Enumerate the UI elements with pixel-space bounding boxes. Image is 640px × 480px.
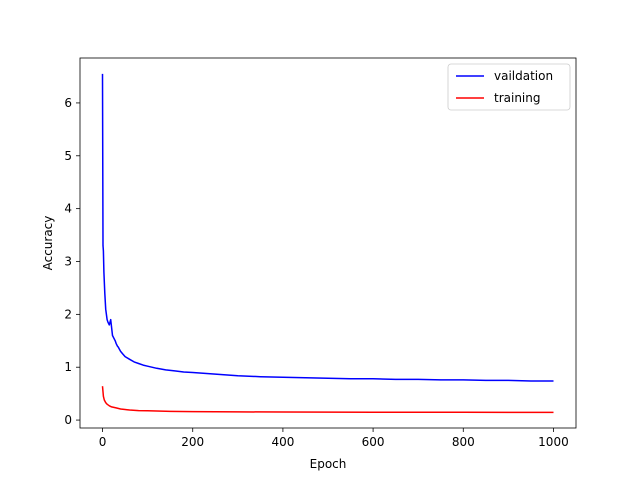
legend: vaildation training xyxy=(447,63,571,111)
series-line-training xyxy=(101,386,554,414)
x-axis-label: Epoch xyxy=(310,457,347,471)
y-axis-label: Accuracy xyxy=(41,216,55,271)
y-tick-label: 4 xyxy=(64,202,72,216)
x-axis-ticks: 0 200 400 600 800 1000 xyxy=(99,428,569,449)
y-tick-label: 2 xyxy=(64,307,72,321)
y-tick-label: 5 xyxy=(64,149,72,163)
y-tick-label: 6 xyxy=(64,96,72,110)
x-tick-label: 1000 xyxy=(538,435,569,449)
y-tick-label: 1 xyxy=(64,360,72,374)
x-tick-label: 600 xyxy=(362,435,385,449)
series-line-vaildation xyxy=(101,73,554,382)
plot-frame xyxy=(79,57,577,429)
x-tick-label: 400 xyxy=(271,435,294,449)
x-tick-label: 800 xyxy=(452,435,475,449)
plot-lines xyxy=(101,73,554,414)
y-tick-label: 0 xyxy=(64,413,72,427)
x-tick-label: 200 xyxy=(181,435,204,449)
x-tick-label: 0 xyxy=(99,435,107,449)
legend-label-training: training xyxy=(494,91,541,105)
y-axis-ticks: 0 1 2 3 4 5 6 xyxy=(64,96,80,427)
y-tick-label: 3 xyxy=(64,255,72,269)
legend-label-vaildation: vaildation xyxy=(494,69,553,83)
